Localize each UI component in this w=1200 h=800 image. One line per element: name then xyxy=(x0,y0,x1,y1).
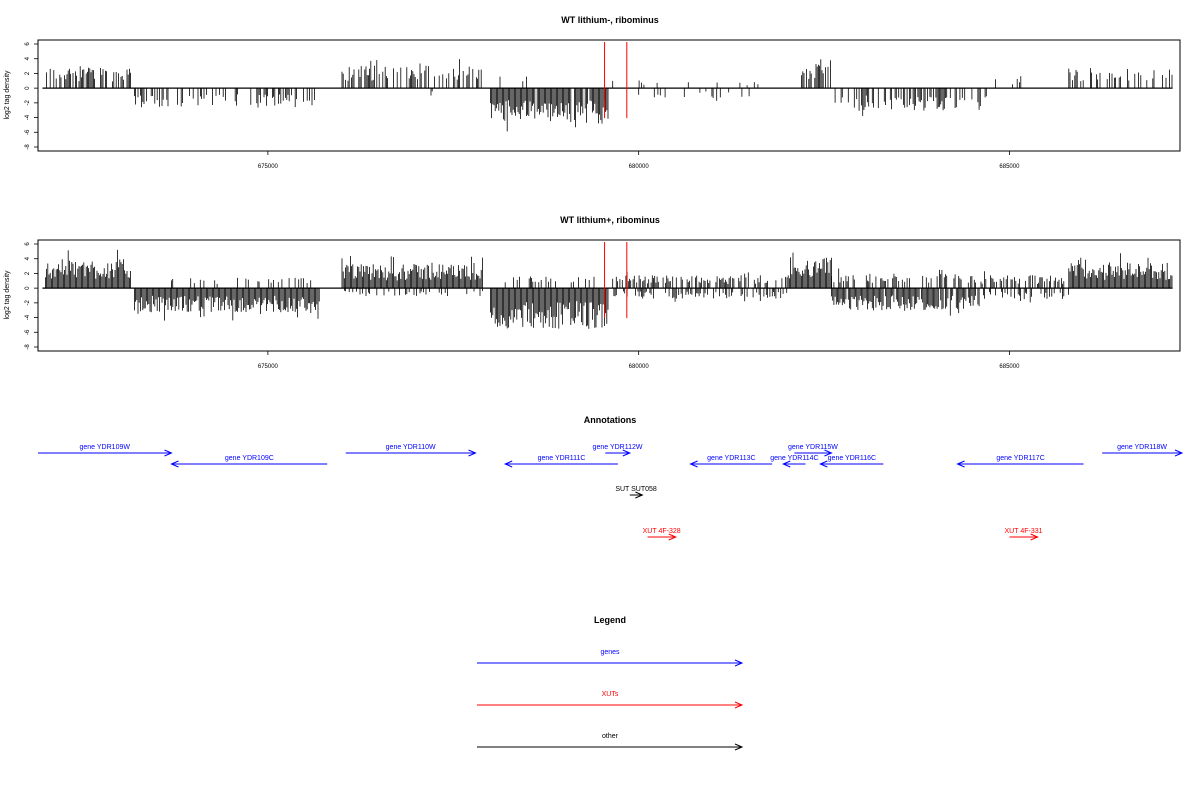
feature-arrow xyxy=(794,449,833,457)
y-tick-label: -6 xyxy=(25,329,31,335)
annotations-track: Annotations gene YDR109W gene YDR109C gene… xyxy=(38,415,1184,541)
feature-label: gene YDR109W xyxy=(80,444,131,451)
x-tick-label: 675000 xyxy=(258,164,279,170)
feature-arrow xyxy=(605,449,632,457)
panel-2-title: WT lithium+, ribominus xyxy=(560,215,660,225)
y-tick-label: -8 xyxy=(25,144,31,150)
coverage-panel-2: WT lithium+, ribominus log2 tag density … xyxy=(4,215,1181,370)
panel-2-frame xyxy=(37,239,1181,352)
feature-label: gene YDR116C xyxy=(828,455,876,462)
legend: Legend genes XUTs other xyxy=(477,615,744,751)
feature-arrow xyxy=(781,460,806,468)
y-tick-label: 4 xyxy=(25,56,31,60)
y-tick-label: -2 xyxy=(25,300,31,306)
feature-label: gene YDR114C xyxy=(770,455,818,462)
y-tick-label: -4 xyxy=(25,314,31,320)
signal-bars xyxy=(46,59,1173,132)
legend-arrow xyxy=(477,743,744,751)
feature-arrow xyxy=(503,460,618,468)
y-tick-label: -6 xyxy=(25,129,31,135)
feature-arrow xyxy=(956,460,1084,468)
panel-2-ylabel: log2 tag density xyxy=(4,270,11,320)
feature-label: gene YDR118W xyxy=(1117,444,1167,451)
panel-1-ylabel: log2 tag density xyxy=(4,70,11,120)
x-tick-label: 685000 xyxy=(999,364,1020,370)
feature-arrow xyxy=(38,449,173,457)
x-tick-label: 680000 xyxy=(629,164,650,170)
x-tick-label: 685000 xyxy=(999,164,1020,170)
legend-title: Legend xyxy=(594,615,626,625)
feature-label: gene YDR115W xyxy=(788,444,838,451)
feature-label: SUT SUT058 xyxy=(615,486,657,493)
y-tick-label: -4 xyxy=(25,114,31,120)
feature-arrow xyxy=(647,533,678,541)
feature-arrow xyxy=(629,491,644,499)
legend-label: other xyxy=(602,733,619,740)
signal-bars xyxy=(45,249,1173,329)
y-tick-label: 6 xyxy=(25,42,31,46)
feature-arrow xyxy=(170,460,328,468)
y-tick-label: 4 xyxy=(25,256,31,260)
y-tick-label: 2 xyxy=(25,271,31,275)
feature-label: gene YDR110W xyxy=(386,444,436,451)
panel-1-title: WT lithium-, ribominus xyxy=(561,15,659,25)
y-tick-label: -2 xyxy=(25,100,31,106)
feature-label: gene YDR112W xyxy=(593,444,643,451)
legend-arrow xyxy=(477,701,744,709)
feature-label: gene YDR117C xyxy=(996,455,1044,462)
y-tick-label: 0 xyxy=(25,286,31,290)
annotations-title: Annotations xyxy=(584,415,637,425)
feature-label: gene YDR111C xyxy=(538,455,586,462)
x-tick-label: 675000 xyxy=(258,364,279,370)
feature-arrow xyxy=(689,460,773,468)
feature-label: XUT 4F-328 xyxy=(643,528,681,535)
legend-label: XUTs xyxy=(602,691,619,698)
feature-label: gene YDR109C xyxy=(225,455,274,462)
x-tick-label: 680000 xyxy=(629,364,650,370)
y-tick-label: -8 xyxy=(25,344,31,350)
legend-arrow xyxy=(477,659,744,667)
y-tick-label: 6 xyxy=(25,242,31,246)
feature-arrow xyxy=(1009,533,1039,541)
legend-label: genes xyxy=(600,649,620,656)
feature-arrow xyxy=(345,449,477,457)
y-tick-label: 2 xyxy=(25,71,31,75)
feature-label: gene YDR113C xyxy=(707,455,755,462)
coverage-panel-1: WT lithium-, ribominus log2 tag density … xyxy=(4,15,1181,170)
y-tick-label: 0 xyxy=(25,86,31,90)
feature-arrow xyxy=(1102,449,1184,457)
panel-1-frame xyxy=(37,39,1181,152)
feature-label: XUT 4F-331 xyxy=(1005,528,1043,535)
feature-arrow xyxy=(819,460,884,468)
